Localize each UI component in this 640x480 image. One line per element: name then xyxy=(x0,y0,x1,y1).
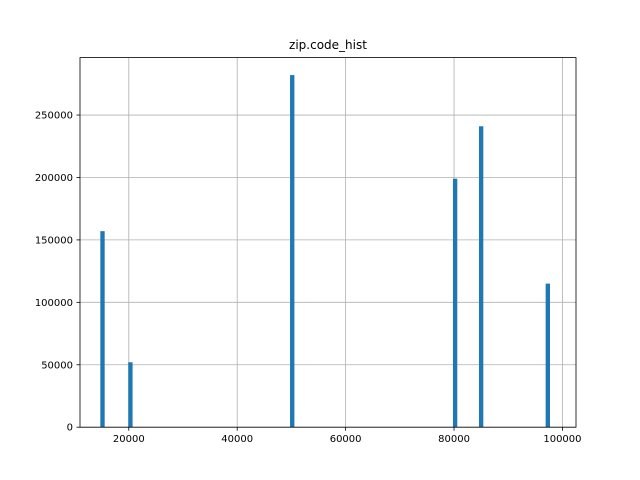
y-tick-label: 0 xyxy=(67,423,73,434)
histogram-bar xyxy=(100,231,105,428)
histogram-bar xyxy=(128,362,133,428)
histogram-bar xyxy=(478,126,484,428)
x-tick-label: 100000 xyxy=(543,434,581,445)
histogram-bar xyxy=(545,283,550,428)
axes-frame xyxy=(79,57,577,428)
x-tick-label: 20000 xyxy=(113,434,145,445)
y-tick-label: 150000 xyxy=(35,235,73,246)
histogram-bar xyxy=(452,178,458,428)
y-tick-label: 250000 xyxy=(35,111,73,122)
histogram-bar xyxy=(290,75,295,428)
grid-layer xyxy=(80,57,576,428)
x-tick-label: 60000 xyxy=(330,434,362,445)
chart-title: zip.code_hist xyxy=(289,38,367,52)
y-tick-label: 50000 xyxy=(41,360,73,371)
x-tick-label: 40000 xyxy=(221,434,253,445)
x-tick-label: 80000 xyxy=(438,434,470,445)
y-tick-label: 200000 xyxy=(35,173,73,184)
ticks-layer: 20000 40000 60000 80000 100000 0 50000 100000 15… xyxy=(35,111,582,446)
bars-layer xyxy=(100,75,550,428)
y-tick-label: 100000 xyxy=(35,298,73,309)
